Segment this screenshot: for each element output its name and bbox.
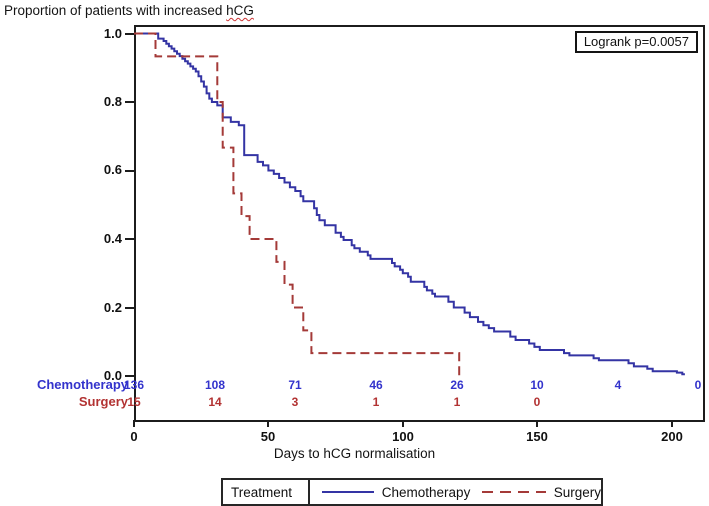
x-tick-mark [536,420,538,427]
legend-title-cell: Treatment [223,480,311,504]
x-tick-mark [133,420,135,427]
at-risk-value: 71 [288,378,302,392]
y-tick-mark [125,375,134,377]
legend-box: Treatment Chemotherapy Surgery [221,478,603,506]
x-tick-label: 150 [526,429,548,444]
legend-title: Treatment [231,484,293,500]
x-axis-title: Days to hCG normalisation [273,446,436,461]
legend-entry-surgery: Surgery [553,484,601,500]
y-tick-mark [125,238,134,240]
plot-frame [134,25,705,422]
at-risk-value: 26 [450,378,464,392]
x-tick-label: 100 [392,429,414,444]
at-risk-value: 0 [533,395,541,409]
y-tick-label: 0.2 [103,300,122,315]
y-tick-label: 1.0 [103,26,122,41]
logrank-annotation: Logrank p=0.0057 [574,31,698,53]
at-risk-value: 46 [369,378,383,392]
at-risk-value: 10 [530,378,544,392]
legend-entry-chemotherapy: Chemotherapy [381,484,471,500]
at-risk-value: 15 [127,395,141,409]
x-tick-mark [267,420,269,427]
y-tick-mark [125,101,134,103]
figure-title-hcg-underlined: hCG [226,3,254,18]
at-risk-value: 0 [694,378,702,392]
y-tick-label: 0.4 [103,231,122,246]
y-tick-label: 0.6 [103,162,122,177]
surgery-line-swatch [482,491,546,493]
x-tick-label: 50 [260,429,276,444]
y-tick-label: 0.8 [103,94,122,109]
y-tick-mark [125,307,134,309]
at-risk-value: 1 [453,395,461,409]
x-tick-label: 200 [661,429,683,444]
at-risk-value: 136 [123,378,145,392]
at-risk-row-label-chemotherapy: Chemotherapy [36,377,128,392]
chemotherapy-line-swatch [322,491,374,493]
at-risk-value: 14 [208,395,222,409]
y-tick-mark [125,33,134,35]
x-tick-mark [402,420,404,427]
at-risk-value: 4 [614,378,622,392]
x-tick-mark [671,420,673,427]
figure-title-text: Proportion of patients with increased [4,3,227,18]
at-risk-value: 3 [291,395,299,409]
at-risk-row-label-surgery: Surgery [78,394,128,409]
at-risk-value: 108 [204,378,226,392]
x-tick-label: 0 [130,429,138,444]
at-risk-value: 1 [372,395,380,409]
y-tick-mark [125,170,134,172]
y-tick-label: 0.0 [103,368,122,383]
figure-title: Proportion of patients with increased hC… [4,3,254,18]
